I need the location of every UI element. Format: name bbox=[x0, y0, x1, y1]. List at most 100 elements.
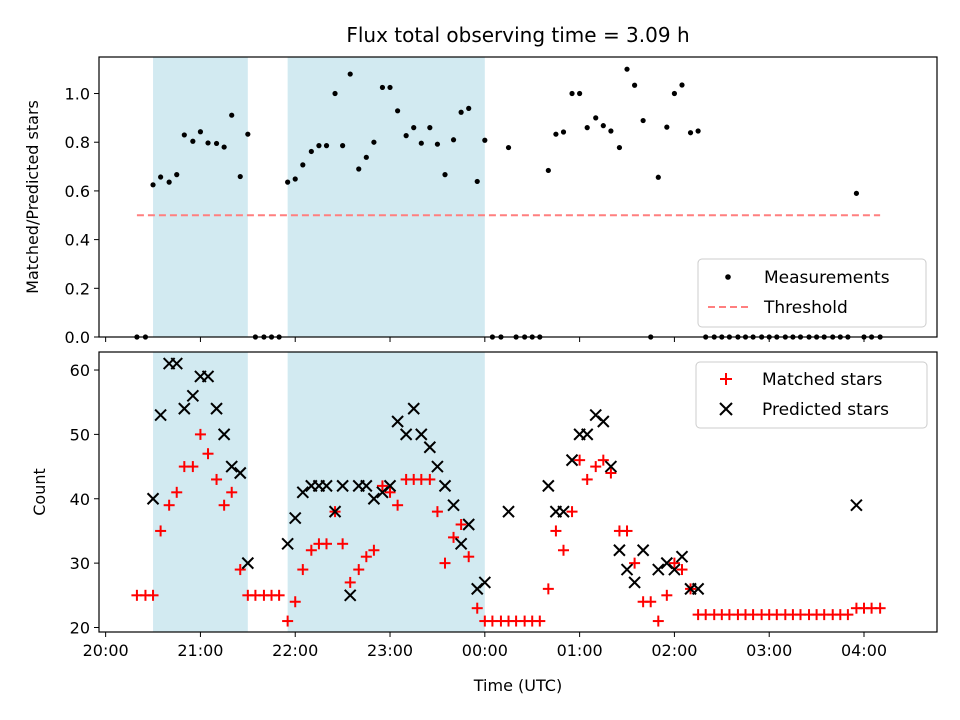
predicted-star-point bbox=[391, 415, 404, 428]
predicted-star-point bbox=[580, 428, 594, 441]
bottom-y-axis-label: Count bbox=[30, 468, 49, 516]
matched-star-point bbox=[234, 564, 246, 576]
predicted-star-point bbox=[320, 479, 333, 493]
measurement-point bbox=[679, 82, 685, 88]
measurement-point bbox=[356, 166, 362, 172]
matched-star-point bbox=[321, 538, 333, 550]
measurement-point bbox=[553, 131, 559, 137]
measurement-point bbox=[174, 172, 180, 178]
predicted-star-point bbox=[146, 492, 160, 505]
x-tick-label: 20:00 bbox=[83, 641, 129, 660]
measurement-point bbox=[569, 90, 575, 97]
matched-star-point bbox=[147, 589, 159, 601]
bottom-axes-frame bbox=[98, 351, 938, 633]
predicted-star-point bbox=[360, 479, 373, 493]
predicted-star-point bbox=[201, 370, 215, 383]
matched-star-point bbox=[574, 454, 586, 466]
measurement-point bbox=[608, 128, 614, 134]
y-tick-label: 30 bbox=[70, 554, 90, 573]
predicted-star-point bbox=[407, 402, 420, 415]
predicted-star-point bbox=[597, 415, 610, 428]
measurement-point bbox=[190, 138, 196, 144]
top-panel: 0.0 0.2 0.4 0.6 0.8 1.0 Flux total observing … bbox=[23, 23, 938, 347]
y-tick-label: 1.0 bbox=[65, 85, 90, 104]
measurement-point bbox=[332, 90, 338, 97]
measurement-point bbox=[631, 82, 638, 88]
legend-matched-label: Matched stars bbox=[762, 370, 882, 390]
predicted-star-point bbox=[210, 402, 223, 415]
measurement-point bbox=[166, 179, 172, 185]
matched-star-point bbox=[439, 557, 451, 569]
matched-star-point bbox=[542, 583, 554, 595]
matched-star-point bbox=[621, 525, 633, 537]
measurement-point bbox=[687, 130, 694, 136]
matched-star-point bbox=[842, 609, 854, 621]
matched-star-point bbox=[652, 615, 664, 627]
predicted-star-point bbox=[296, 486, 310, 499]
matched-star-point bbox=[226, 486, 238, 498]
measurement-point bbox=[545, 167, 551, 174]
measurement-point bbox=[158, 174, 164, 180]
measurement-point bbox=[505, 144, 512, 151]
predicted-star-point bbox=[415, 428, 428, 441]
measurement-point bbox=[474, 178, 480, 185]
measurement-point bbox=[292, 176, 298, 182]
measurement-point bbox=[316, 143, 322, 149]
matched-star-point bbox=[597, 454, 609, 466]
matched-star-point bbox=[874, 602, 886, 614]
measurement-point bbox=[340, 143, 346, 149]
measurement-point bbox=[347, 71, 353, 77]
measurement-point bbox=[150, 182, 156, 188]
predicted-star-point bbox=[850, 498, 863, 512]
matched-star-point bbox=[273, 589, 285, 601]
predicted-star-point bbox=[328, 505, 342, 518]
predicted-star-point bbox=[628, 576, 641, 589]
predicted-star-point bbox=[620, 563, 634, 576]
measurement-point bbox=[323, 143, 330, 149]
matched-star-point bbox=[448, 531, 460, 543]
y-tick-label: 0.2 bbox=[65, 279, 90, 298]
y-tick-label: 0.4 bbox=[65, 231, 90, 250]
matched-star-point bbox=[676, 564, 688, 576]
top-y-ticks: 0.0 0.2 0.4 0.6 0.8 1.0 bbox=[65, 85, 99, 347]
matched-star-point bbox=[566, 506, 578, 518]
measurement-point bbox=[577, 90, 583, 97]
predicted-star-point bbox=[383, 479, 397, 493]
predicted-star-point bbox=[557, 505, 570, 518]
x-tick-label: 01:00 bbox=[557, 641, 603, 660]
matched-star-point bbox=[337, 538, 349, 550]
measurement-point bbox=[450, 137, 457, 143]
top-legend: Measurements Threshold bbox=[697, 258, 927, 328]
measurement-point bbox=[411, 125, 417, 131]
top-axes-frame bbox=[98, 56, 938, 338]
measurement-point bbox=[418, 140, 424, 146]
matched-star-point bbox=[629, 557, 641, 569]
chart-title: Flux total observing time = 3.09 h bbox=[346, 23, 689, 47]
measurement-point bbox=[403, 133, 409, 139]
legend-matched-marker bbox=[720, 373, 732, 385]
measurement-point bbox=[482, 137, 488, 143]
predicted-star-point bbox=[652, 563, 665, 576]
matched-star-point bbox=[384, 486, 396, 498]
predicted-star-point bbox=[542, 479, 555, 493]
x-tick-label: 22:00 bbox=[272, 641, 318, 660]
bottom-legend: Matched stars Predicted stars bbox=[695, 361, 928, 429]
legend-threshold-label: Threshold bbox=[763, 298, 848, 318]
top-legend-box bbox=[697, 258, 927, 328]
predicted-star-point bbox=[565, 453, 579, 467]
y-tick-label: 0.0 bbox=[65, 328, 90, 347]
matched-star-point bbox=[218, 499, 230, 511]
predicted-star-point bbox=[344, 589, 357, 602]
legend-predicted-marker bbox=[719, 402, 733, 416]
matched-star-points bbox=[131, 428, 886, 627]
matched-star-point bbox=[581, 473, 593, 485]
matched-star-point bbox=[392, 499, 404, 511]
bottom-legend-box bbox=[695, 361, 928, 429]
legend-measurements-marker bbox=[725, 274, 731, 280]
predicted-star-point bbox=[399, 428, 413, 441]
predicted-star-point bbox=[668, 563, 681, 576]
top-x-ticks bbox=[105, 337, 865, 342]
matched-star-point bbox=[463, 551, 475, 563]
matched-star-point bbox=[360, 551, 372, 563]
